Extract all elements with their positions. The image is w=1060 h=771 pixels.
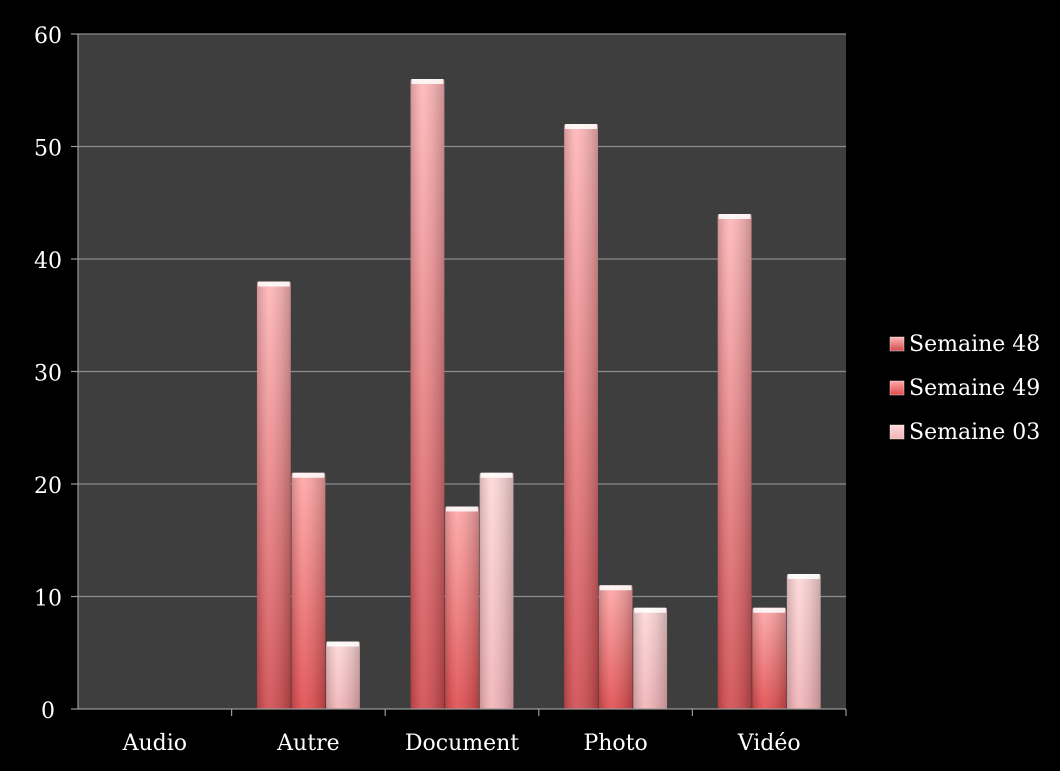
- bar-cap: [787, 574, 820, 579]
- bar-photo-semaine-49: [598, 585, 633, 709]
- legend-label: Semaine 03: [909, 420, 1040, 445]
- bar-cap: [599, 585, 632, 591]
- legend: Semaine 48 Semaine 49 Semaine 03: [889, 332, 1040, 445]
- legend-item-semaine-03: Semaine 03: [889, 420, 1040, 445]
- bar-shine: [598, 585, 633, 709]
- y-tick-labels: 0 10 20 30 40 50 60: [34, 24, 62, 724]
- bar-shine: [564, 124, 598, 709]
- x-tick-label-document: Document: [405, 731, 519, 756]
- bar-shine: [786, 574, 821, 709]
- bar-video-semaine-49: [752, 607, 787, 709]
- bar-shine: [256, 281, 291, 709]
- axes: [71, 33, 847, 716]
- x-tick-labels: Audio Autre Document Photo Vidéo: [122, 731, 801, 756]
- bar-cap: [565, 124, 597, 129]
- legend-swatch: [889, 380, 905, 396]
- bar-shine: [445, 506, 479, 709]
- legend-label: Semaine 49: [909, 376, 1040, 401]
- x-tick-label-video: Vidéo: [737, 731, 801, 756]
- legend-label: Semaine 48: [909, 332, 1040, 357]
- bar-shine: [752, 607, 787, 709]
- bar-video-semaine-48: [717, 214, 752, 709]
- bar-autre-semaine-48: [256, 281, 291, 709]
- x-tick-label-autre: Autre: [276, 731, 339, 756]
- x-tick-label-photo: Photo: [583, 731, 647, 756]
- bar-document-semaine-48: [410, 79, 445, 709]
- bar-document-semaine-49: [445, 506, 479, 709]
- bar-cap: [411, 79, 444, 84]
- bar-cap: [634, 607, 667, 613]
- bar-autre-semaine-03: [326, 641, 360, 709]
- bar-shine: [633, 607, 668, 709]
- x-tick-label-audio: Audio: [122, 731, 187, 756]
- bar-photo-semaine-48: [564, 124, 598, 709]
- y-tick-label: 0: [41, 699, 55, 724]
- bar-cap: [718, 214, 751, 219]
- y-tick-label: 20: [34, 474, 62, 499]
- bar-cap: [327, 641, 359, 647]
- bar-cap: [753, 607, 786, 613]
- bar-document-semaine-03: [479, 472, 514, 709]
- bar-cap: [257, 281, 290, 287]
- y-tick-label: 10: [34, 587, 62, 612]
- bars: [256, 79, 821, 709]
- bar-shine: [291, 472, 326, 709]
- bar-video-semaine-03: [786, 574, 821, 709]
- legend-swatch: [889, 424, 905, 440]
- bar-shine: [717, 214, 752, 709]
- bar-photo-semaine-03: [633, 607, 668, 709]
- bar-shine: [410, 79, 445, 709]
- y-tick-label: 40: [34, 249, 62, 274]
- bar-shine: [479, 472, 514, 709]
- y-tick-label: 60: [34, 24, 62, 49]
- bar-cap: [446, 506, 478, 512]
- y-tick-label: 30: [34, 362, 62, 387]
- bar-autre-semaine-49: [291, 472, 326, 709]
- legend-item-semaine-48: Semaine 48: [889, 332, 1040, 357]
- legend-item-semaine-49: Semaine 49: [889, 376, 1040, 401]
- y-tick-label: 50: [34, 137, 62, 162]
- bar-shine: [326, 641, 360, 709]
- bar-cap: [292, 472, 325, 478]
- bar-cap: [480, 472, 513, 478]
- legend-swatch: [889, 336, 905, 352]
